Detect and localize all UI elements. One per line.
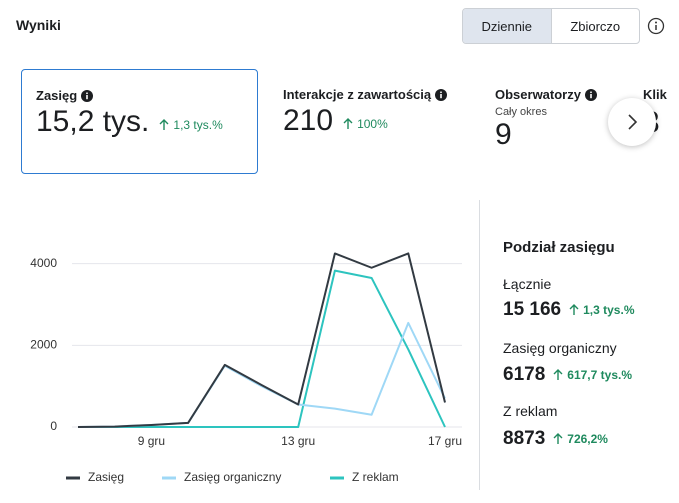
breakdown-value: 8873	[503, 428, 546, 449]
next-button[interactable]	[608, 98, 656, 146]
metric-card[interactable]: Zasięg 15,2 tys. 1,3 tys.%	[21, 69, 258, 174]
card-title: Klik	[643, 87, 667, 102]
card-title: Zasięg	[36, 88, 78, 103]
breakdown-change: 726,2%	[567, 432, 608, 446]
x-tick-label: 9 gru	[138, 434, 165, 448]
breakdown-title: Podział zasięgu	[503, 239, 615, 256]
line-chart: 0 2000 4000 9 gru 13 gru 17 gru Zasięg Zasięg o…	[30, 252, 462, 484]
panel-title: Wyniki	[16, 17, 61, 33]
info-icon	[81, 89, 94, 102]
breakdown-row: 6178 617,7 tys.%	[503, 364, 632, 386]
breakdown-change: 617,7 tys.%	[567, 368, 632, 382]
info-icon[interactable]	[647, 17, 665, 35]
y-tick-label: 2000	[30, 338, 57, 352]
metric-card[interactable]: Interakcje z zawartością 210 100%	[269, 69, 489, 174]
card-subtitle: Cały okres	[495, 106, 547, 118]
legend-label: Zasięg organiczny	[184, 470, 281, 484]
card-change: 100%	[357, 117, 388, 131]
card-title: Interakcje z zawartością	[283, 87, 432, 102]
card-value: 15,2 tys.	[36, 105, 150, 138]
up-arrow	[553, 369, 563, 380]
breakdown-row: 8873 726,2%	[503, 428, 608, 450]
breakdown-label: Z reklam	[503, 403, 558, 419]
breakdown-value: 6178	[503, 364, 546, 385]
x-tick-label: 17 gru	[428, 434, 462, 448]
up-arrow	[553, 433, 563, 444]
info-icon	[435, 88, 448, 101]
tab-total[interactable]: Zbiorczo	[550, 9, 640, 43]
breakdown-label: Łącznie	[503, 276, 552, 292]
y-tick-label: 0	[50, 419, 57, 433]
up-arrow	[343, 118, 353, 129]
breakdown-row: 15 166 1,3 tys.%	[503, 299, 635, 321]
metric-card[interactable]: Obserwatorzy Cały okres 9	[481, 69, 621, 174]
tab-group: Dziennie Zbiorczo	[462, 8, 640, 44]
tab-daily[interactable]: Dziennie	[463, 9, 551, 43]
series-line	[78, 269, 446, 428]
breakdown-value: 15 166	[503, 299, 562, 320]
chevron-icon	[628, 114, 638, 130]
card-change: 1,3 tys.%	[173, 118, 223, 132]
series-line	[77, 252, 446, 428]
legend-label: Z reklam	[352, 470, 399, 484]
x-tick-label: 13 gru	[281, 434, 315, 448]
series-line	[77, 321, 446, 428]
info-icon	[584, 88, 597, 101]
card-title: Obserwatorzy	[495, 87, 581, 102]
card-value: 210	[283, 104, 334, 137]
breakdown-label: Zasięg organiczny	[503, 340, 617, 356]
y-tick-label: 4000	[30, 256, 57, 270]
breakdown-change: 1,3 tys.%	[583, 303, 635, 317]
card-value: 9	[495, 118, 512, 151]
up-arrow	[159, 119, 169, 130]
legend-label: Zasięg	[88, 470, 124, 484]
divider	[479, 200, 480, 490]
up-arrow	[569, 304, 579, 315]
